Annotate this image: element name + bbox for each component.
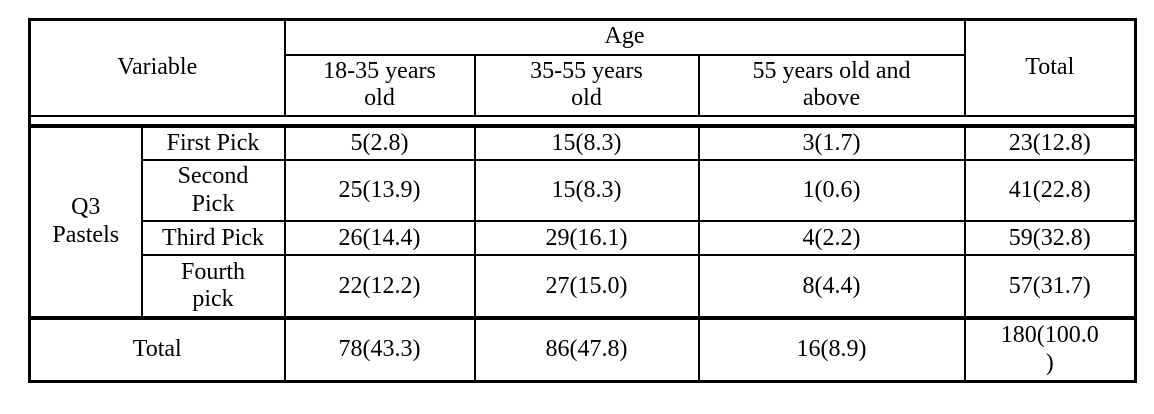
footer-total-label: Total [28, 316, 286, 383]
cell-second-pick-total: 41(22.8) [963, 159, 1137, 223]
cell-first-pick-55-above: 3(1.7) [697, 124, 966, 162]
cell-fourth-pick-18-35: 22(12.2) [283, 254, 476, 320]
header-row-2: 18-35 years old 35-55 years old 55 years… [30, 53, 1136, 117]
cell-third-pick-total: 59(32.8) [963, 220, 1137, 257]
cell-fourth-pick-55-above: 8(4.4) [697, 254, 966, 320]
table-row-fourth-pick: Fourth pick 22(12.2) 27(15.0) 8(4.4) 57(… [30, 254, 1137, 320]
header-total-column: Total [963, 18, 1137, 117]
header-age: Age [283, 18, 966, 56]
row-label-fourth-pick: Fourth pick [140, 254, 286, 320]
divider-cell [29, 114, 1136, 128]
cell-total-18-35: 78(43.3) [283, 316, 476, 383]
row-label-first-pick: First Pick [140, 124, 286, 162]
table-row-total: Total 78(43.3) 86(47.8) 16(8.9) 180(100.… [28, 316, 1137, 383]
cell-third-pick-35-55: 29(16.1) [473, 220, 700, 257]
cell-third-pick-18-35: 26(14.4) [283, 220, 476, 257]
header-body-divider [29, 114, 1136, 128]
header-age-18-35: 18-35 years old [283, 53, 476, 117]
cell-total-55-above: 16(8.9) [697, 316, 966, 383]
header-variable: Variable [28, 18, 286, 117]
cell-second-pick-18-35: 25(13.9) [283, 159, 476, 223]
cell-fourth-pick-total: 57(31.7) [963, 254, 1137, 320]
cell-second-pick-35-55: 15(8.3) [473, 159, 700, 223]
row-label-second-pick: Second Pick [140, 159, 286, 223]
table-row-third-pick: Third Pick 26(14.4) 29(16.1) 4(2.2) 59(3… [30, 220, 1137, 257]
cell-second-pick-55-above: 1(0.6) [697, 159, 966, 223]
cell-total-35-55: 86(47.8) [473, 316, 700, 383]
cell-first-pick-total: 23(12.8) [963, 124, 1137, 162]
cell-fourth-pick-35-55: 27(15.0) [473, 254, 700, 320]
cell-total-total: 180(100.0 ) [963, 316, 1137, 383]
row-label-third-pick: Third Pick [140, 220, 286, 257]
table-row-second-pick: Second Pick 25(13.9) 15(8.3) 1(0.6) 41(2… [30, 159, 1137, 223]
cell-first-pick-18-35: 5(2.8) [283, 124, 476, 162]
header-age-55-above: 55 years old and above [697, 53, 966, 117]
table-row-first-pick: Q3 Pastels First Pick 5(2.8) 15(8.3) 3(1… [28, 124, 1137, 320]
header-row-1: Variable Age Total [28, 18, 1137, 117]
header-age-35-55: 35-55 years old [473, 53, 700, 117]
row-group-label: Q3 Pastels [28, 124, 143, 320]
crosstab-table: Variable Age Total 18-35 years old 35-55… [28, 18, 1138, 383]
cell-first-pick-35-55: 15(8.3) [473, 124, 700, 162]
cell-third-pick-55-above: 4(2.2) [697, 220, 966, 257]
